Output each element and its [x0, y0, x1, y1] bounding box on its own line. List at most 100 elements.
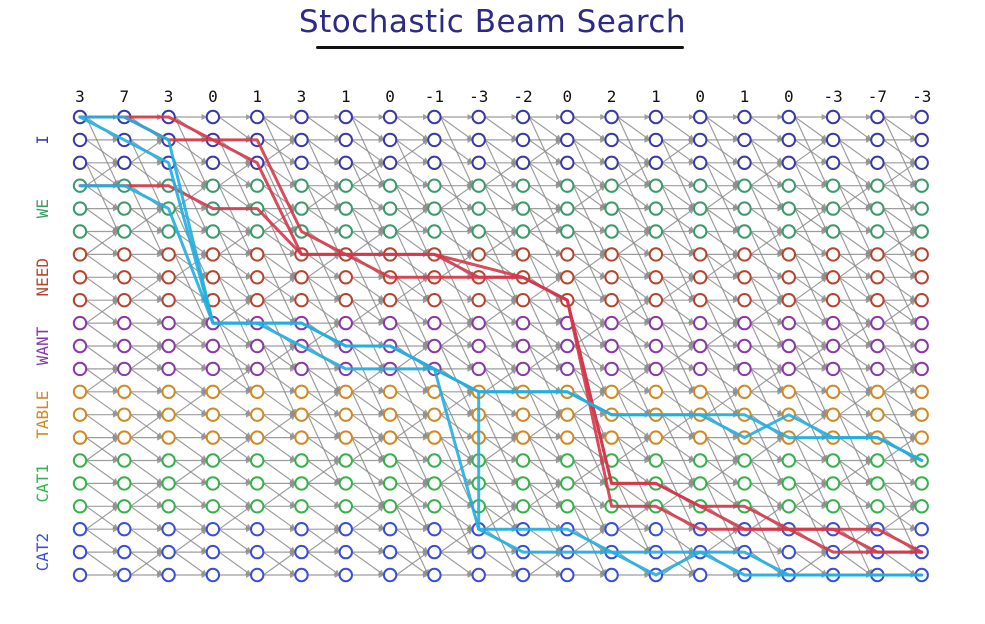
edge-arrow	[130, 162, 164, 187]
node-we	[72, 224, 88, 239]
node-cat1	[427, 499, 442, 514]
edge-arrow	[661, 185, 695, 210]
node-i	[515, 155, 531, 171]
edge-arrow	[661, 299, 695, 324]
edge-arrow	[528, 437, 562, 461]
column-score: 3	[297, 87, 307, 106]
node-cat2	[560, 567, 575, 583]
node-we	[427, 201, 442, 216]
edge-arrow	[263, 368, 296, 393]
edge-arrow	[85, 528, 119, 553]
edge-arrow	[85, 299, 119, 324]
node-we	[382, 224, 398, 239]
edge-arrow	[307, 276, 341, 301]
edge-arrow	[85, 437, 119, 461]
edge-arrow	[218, 551, 252, 576]
edge-arrow	[528, 505, 562, 530]
column-score: 0	[208, 87, 218, 106]
edge-arrow	[484, 276, 518, 301]
node-cat1	[72, 476, 88, 491]
node-cat2	[427, 567, 442, 583]
edge-arrow	[706, 231, 739, 255]
column-score: 0	[562, 87, 572, 106]
edge-arrow	[484, 437, 518, 461]
node-i	[382, 109, 398, 125]
node-we	[604, 201, 619, 216]
edge-arrow	[395, 551, 429, 576]
edge-arrow	[263, 276, 296, 301]
edge-arrow	[750, 162, 784, 187]
column-score: 7	[119, 87, 129, 106]
node-cat2	[781, 544, 796, 560]
edge-arrow	[750, 185, 784, 210]
node-we	[294, 201, 309, 216]
node-cat2	[294, 522, 309, 537]
edge-arrow	[395, 162, 429, 187]
edge-arrow	[883, 505, 917, 530]
node-i	[427, 132, 442, 148]
node-need	[338, 270, 353, 285]
edge-arrow	[883, 116, 917, 141]
edge-arrow	[573, 231, 607, 255]
edge-arrow	[838, 276, 872, 301]
edge-arrow	[706, 482, 739, 507]
edge-arrow	[218, 391, 252, 416]
node-i	[604, 155, 619, 171]
edge-arrow	[528, 208, 562, 232]
blue-beam-path-4	[477, 390, 924, 577]
edge-arrow	[395, 276, 429, 301]
edge-arrow	[351, 116, 385, 141]
edge-arrow	[661, 437, 695, 461]
edge-arrow	[617, 528, 651, 553]
edge-arrow	[395, 185, 429, 210]
edge-arrow	[528, 482, 562, 507]
edge-arrow	[794, 551, 828, 576]
edge-arrow	[794, 437, 828, 461]
node-i	[825, 109, 841, 125]
edge-arrow	[573, 460, 607, 484]
node-want	[250, 338, 265, 354]
node-table	[72, 407, 88, 422]
node-table	[117, 430, 132, 445]
edge-arrow	[130, 460, 164, 484]
edge-arrow	[573, 253, 607, 278]
node-i	[914, 155, 929, 171]
node-we	[693, 224, 708, 239]
title-underline	[316, 46, 684, 49]
node-we	[825, 178, 841, 193]
edge-arrow	[573, 482, 607, 507]
node-cat1	[382, 453, 398, 468]
node-cat2	[250, 567, 265, 583]
node-need	[205, 270, 221, 285]
node-we	[382, 201, 398, 216]
edge-arrow	[130, 528, 164, 553]
node-need	[161, 293, 176, 308]
edge-arrow	[218, 528, 252, 553]
node-want	[870, 315, 885, 331]
node-cat1	[250, 499, 265, 514]
edge-arrow	[351, 391, 385, 416]
node-we	[250, 224, 265, 239]
edge-arrow	[218, 299, 252, 324]
edge-arrow	[838, 322, 872, 347]
node-table	[205, 430, 221, 445]
edge-arrow	[130, 322, 164, 347]
edge-arrow	[661, 253, 695, 278]
edge-arrow	[130, 231, 164, 255]
edge-arrow	[661, 162, 695, 187]
node-i	[72, 132, 88, 148]
node-need	[825, 270, 841, 285]
edge-arrow	[794, 116, 828, 141]
node-we	[914, 201, 929, 216]
node-want	[604, 338, 619, 354]
edge-arrow	[307, 208, 341, 232]
edge-arrow	[395, 208, 429, 232]
node-want	[117, 315, 132, 331]
node-i	[515, 109, 531, 125]
node-i	[560, 109, 575, 125]
edge-arrow	[794, 368, 828, 393]
node-table	[604, 430, 619, 445]
edge-arrow	[617, 460, 651, 484]
edge-arrow	[307, 368, 341, 393]
edge-arrow	[263, 345, 296, 370]
